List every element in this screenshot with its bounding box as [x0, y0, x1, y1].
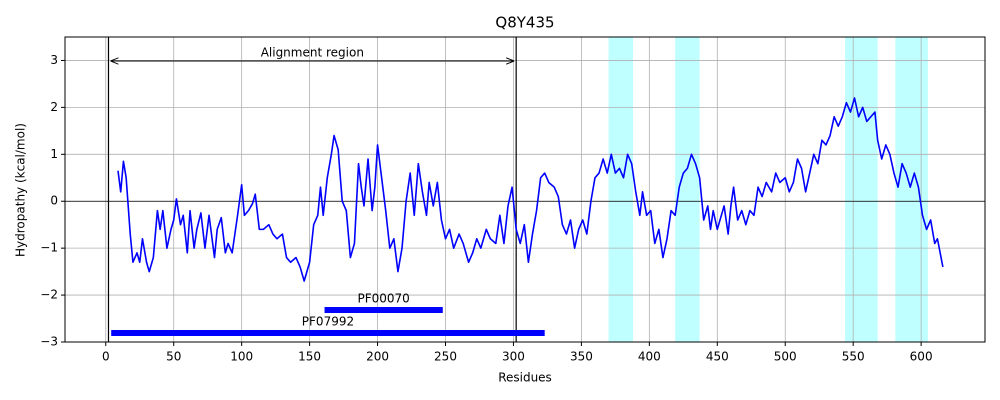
x-tick-label: 150: [298, 350, 321, 364]
plot-frame: [64, 36, 986, 343]
y-tick-label: 1: [50, 147, 58, 161]
y-tick-label: −3: [40, 335, 58, 349]
highlight-span: [845, 37, 878, 342]
x-tick-label: 550: [842, 350, 865, 364]
chart-title: Q8Y435: [495, 14, 554, 32]
region-label: Alignment region: [261, 46, 364, 60]
y-tick-label: −2: [40, 288, 58, 302]
domain-label: PF07992: [302, 315, 354, 329]
x-tick-label: 300: [502, 350, 525, 364]
domain-label: PF00070: [358, 292, 410, 306]
y-tick-label: −1: [40, 241, 58, 255]
domain-bar: [324, 307, 443, 313]
x-tick-label: 450: [706, 350, 729, 364]
x-tick-label: 250: [434, 350, 457, 364]
y-tick-label: 3: [50, 53, 58, 67]
x-tick-label: 200: [366, 350, 389, 364]
y-tick-label: 2: [50, 100, 58, 114]
x-tick-label: 600: [910, 350, 933, 364]
hydropathy-line: [117, 97, 944, 282]
x-tick-label: 500: [774, 350, 797, 364]
x-tick-label: 50: [166, 350, 181, 364]
x-tick-label: 400: [638, 350, 661, 364]
x-tick-label: 100: [230, 350, 253, 364]
x-tick-label: 0: [102, 350, 110, 364]
y-tick-label: 0: [50, 194, 58, 208]
x-tick-label: 350: [570, 350, 593, 364]
domain-bar: [111, 330, 545, 336]
x-axis-label: Residues: [498, 371, 552, 385]
y-axis-label: Hydropathy (kcal/mol): [14, 123, 28, 257]
highlight-span: [895, 37, 928, 342]
highlight-span: [608, 37, 634, 342]
